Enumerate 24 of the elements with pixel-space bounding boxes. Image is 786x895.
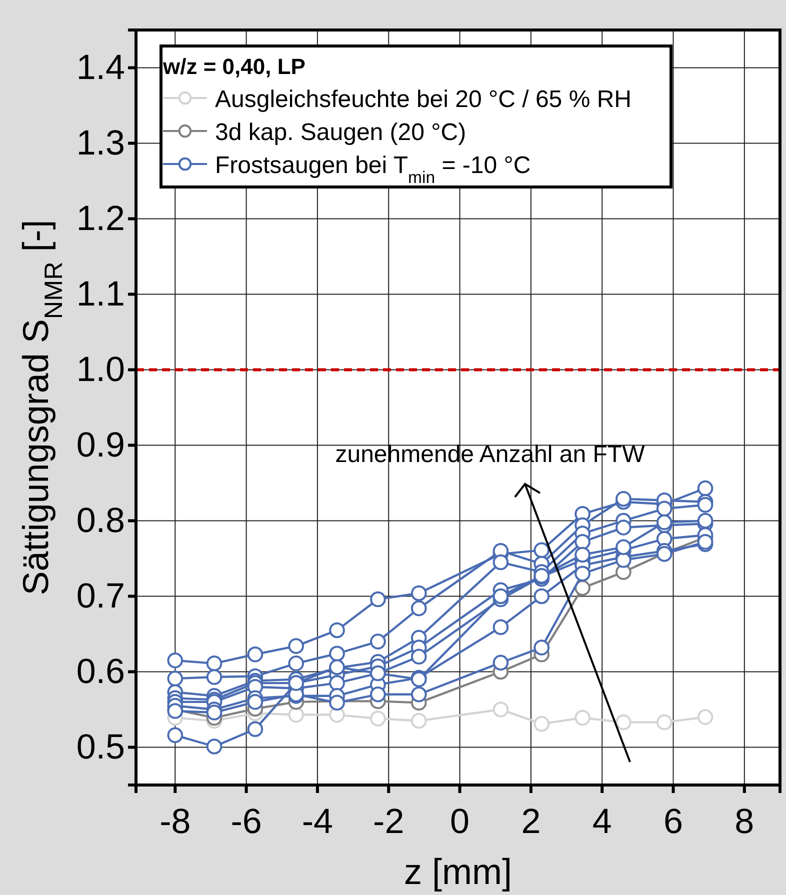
x-tick-label: 0 [450,802,470,841]
y-tick-label: 1.3 [76,123,125,162]
y-tick-label: 0.9 [76,425,125,464]
legend-label: Frostsaugen bei T$_{min}$ = -10 °C [215,152,531,186]
y-tick-label: 1.1 [76,274,125,314]
x-tick-label: 8 [734,802,754,841]
x-tick-label: -8 [160,802,191,841]
y-tick-label: 1.0 [76,350,125,389]
x-tick-label: -4 [302,802,334,841]
y-tick-label: 0.5 [76,727,125,766]
x-tick-label: 6 [664,802,683,841]
x-tick-label: -2 [373,802,404,841]
x-tick-label: 4 [592,802,612,841]
y-tick-label: 0.8 [76,500,125,540]
y-tick-label: 0.6 [76,652,125,691]
y-tick-label: 0.7 [76,576,125,616]
x-tick-label: 2 [521,802,541,841]
legend-label: 3d kap. Saugen (20 °C) [215,119,466,146]
x-axis-title: z [mm] [404,851,512,892]
y-tick-label: 1.2 [76,198,125,238]
legend-title: w/z = 0,40, LP [162,54,306,79]
x-tick-label: -6 [230,802,262,841]
legend-label: Ausgleichsfeuchte bei 20 °C / 65 % RH [215,86,632,113]
y-tick-label: 1.4 [76,48,125,87]
